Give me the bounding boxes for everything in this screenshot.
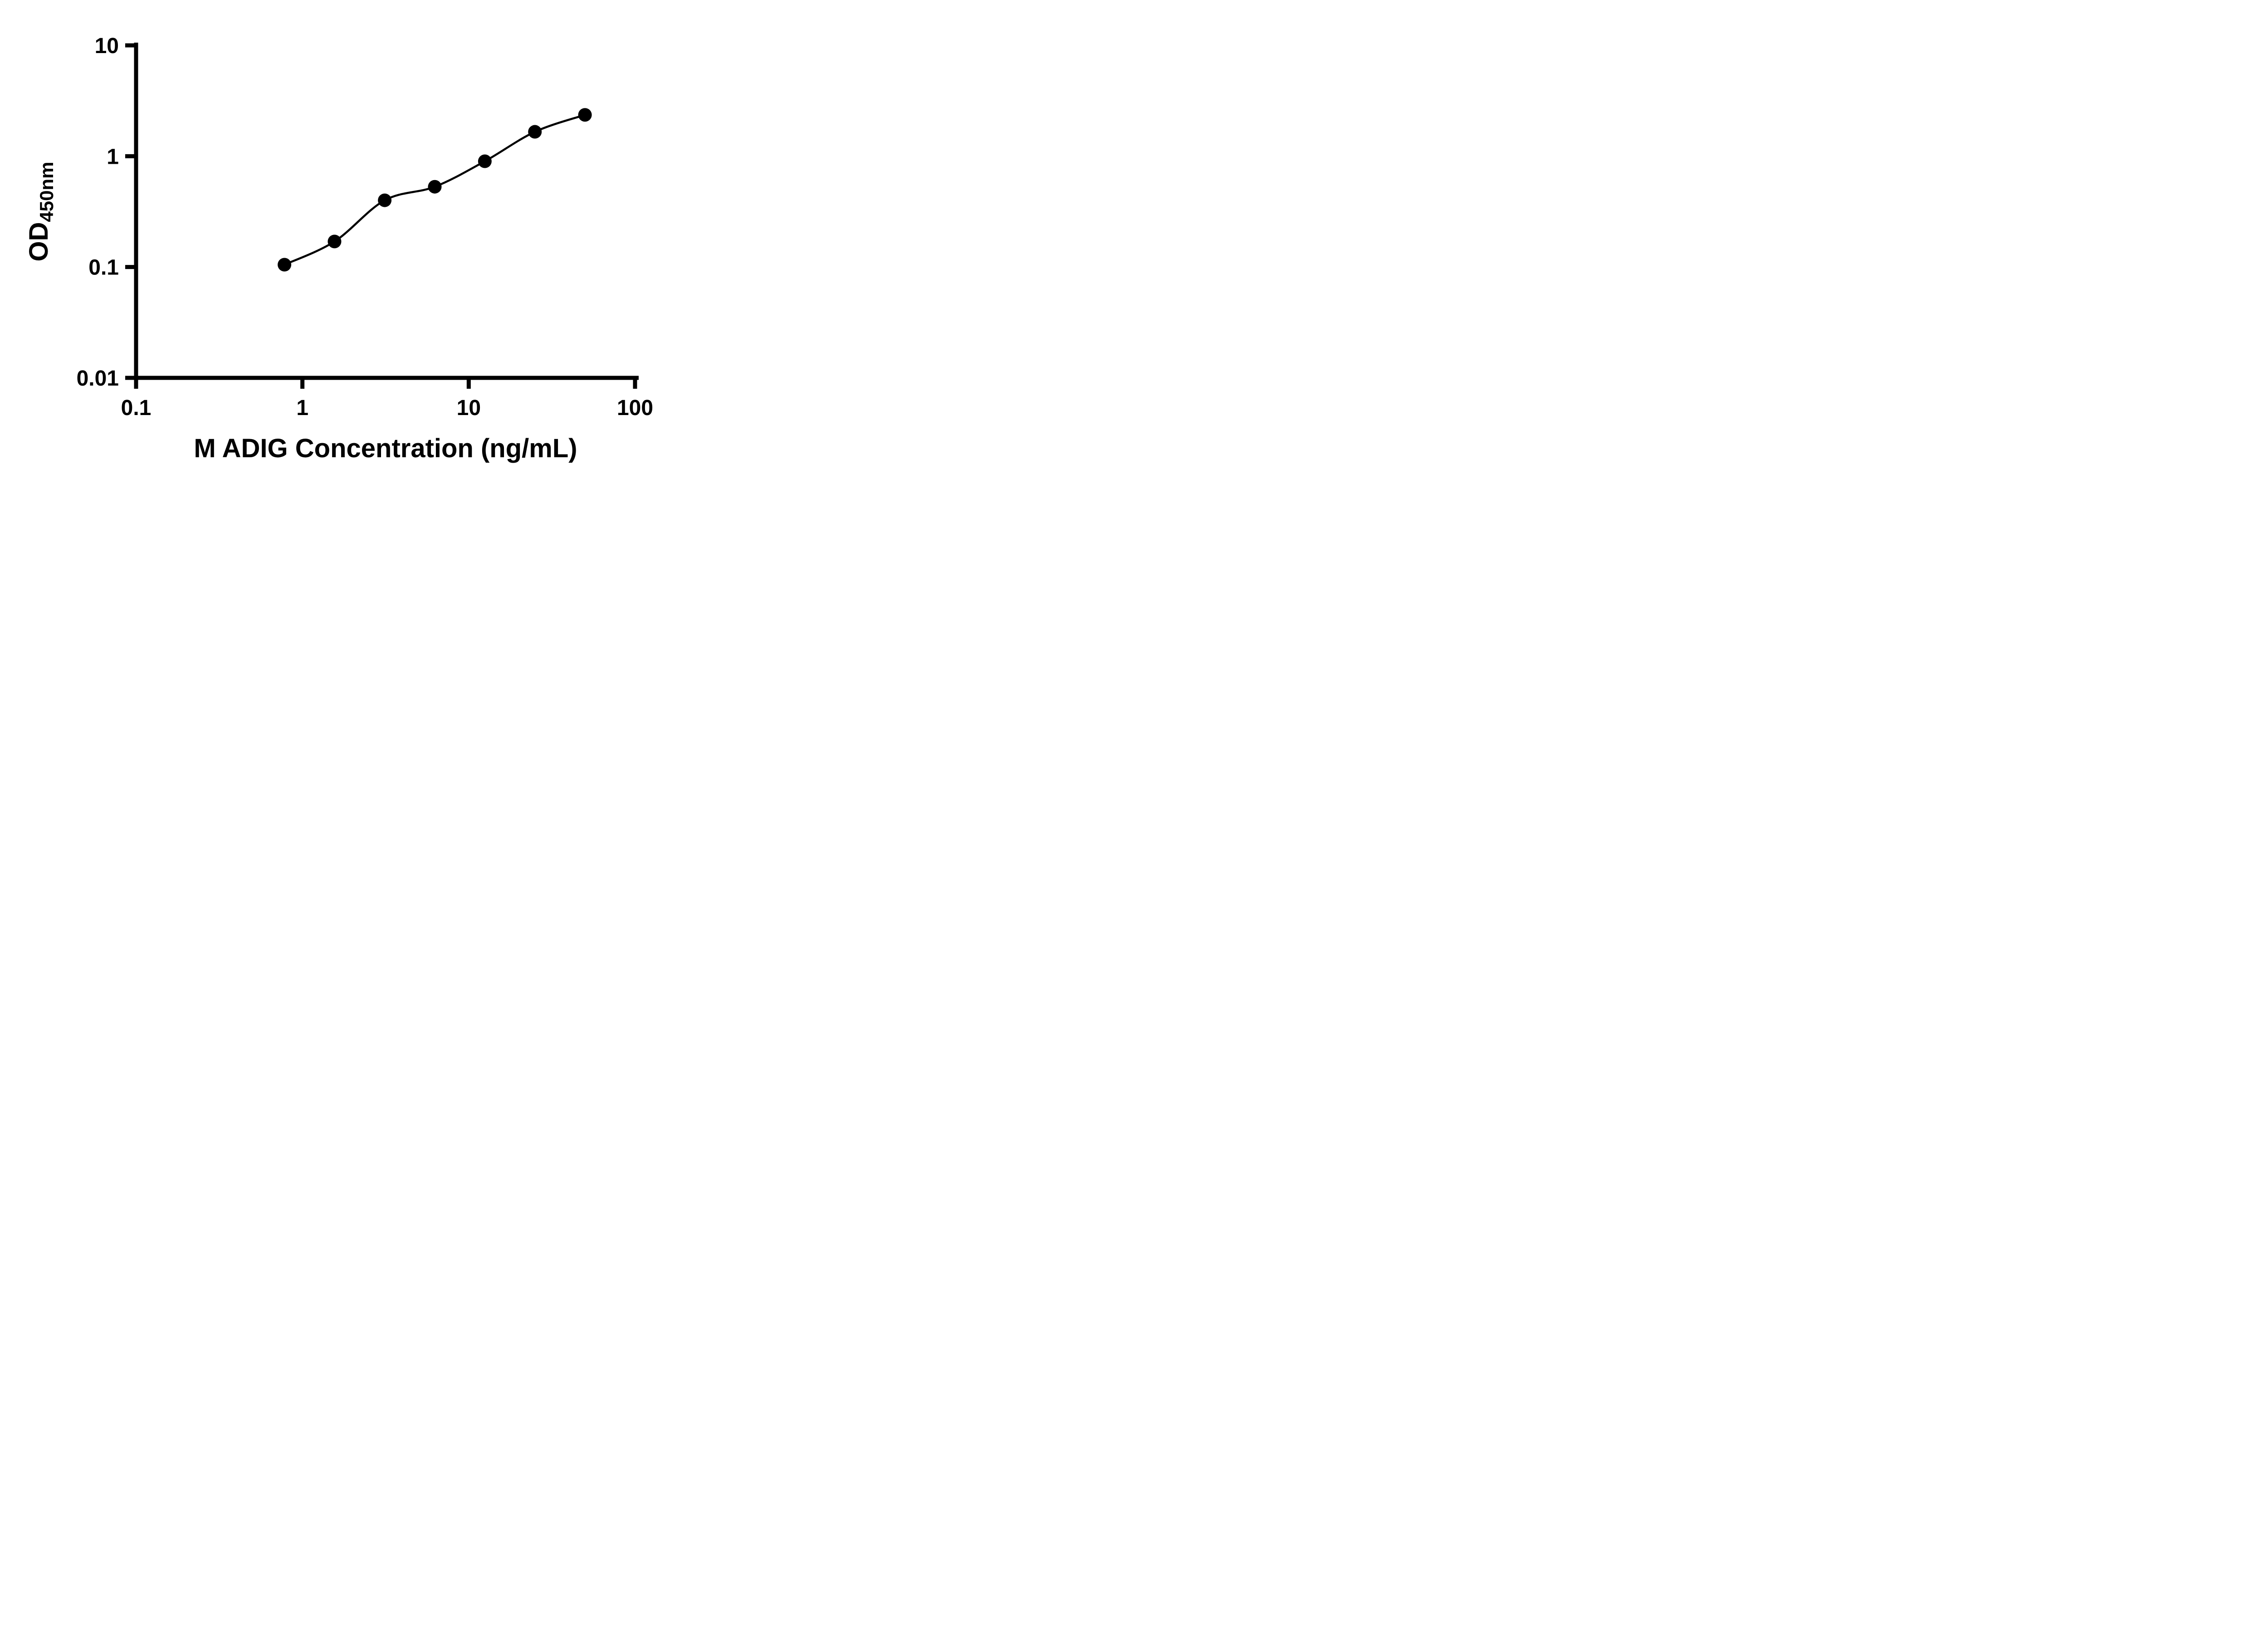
- y-tick-label: 0.01: [77, 367, 119, 391]
- data-point: [528, 125, 542, 139]
- y-axis-title: OD450nm: [24, 161, 57, 261]
- x-tick-label: 1: [296, 396, 308, 420]
- data-point: [327, 235, 342, 249]
- data-point: [278, 258, 292, 272]
- y-tick-label: 10: [95, 34, 119, 58]
- x-tick-label: 100: [617, 396, 653, 420]
- x-axis-title: M ADIG Concentration (ng/mL): [194, 434, 577, 463]
- chart-container: 0.1 1 10 100 0.01 0.1 1 10 M ADIG Concentration …: [0, 0, 701, 491]
- y-tick-label: 0.1: [88, 256, 119, 280]
- x-tick-label: 0.1: [121, 396, 152, 420]
- data-point: [428, 180, 442, 194]
- data-point: [378, 193, 392, 207]
- data-point: [578, 108, 592, 122]
- data-point: [478, 154, 492, 168]
- x-tick-label: 10: [457, 396, 481, 420]
- y-tick-label: 1: [107, 145, 119, 169]
